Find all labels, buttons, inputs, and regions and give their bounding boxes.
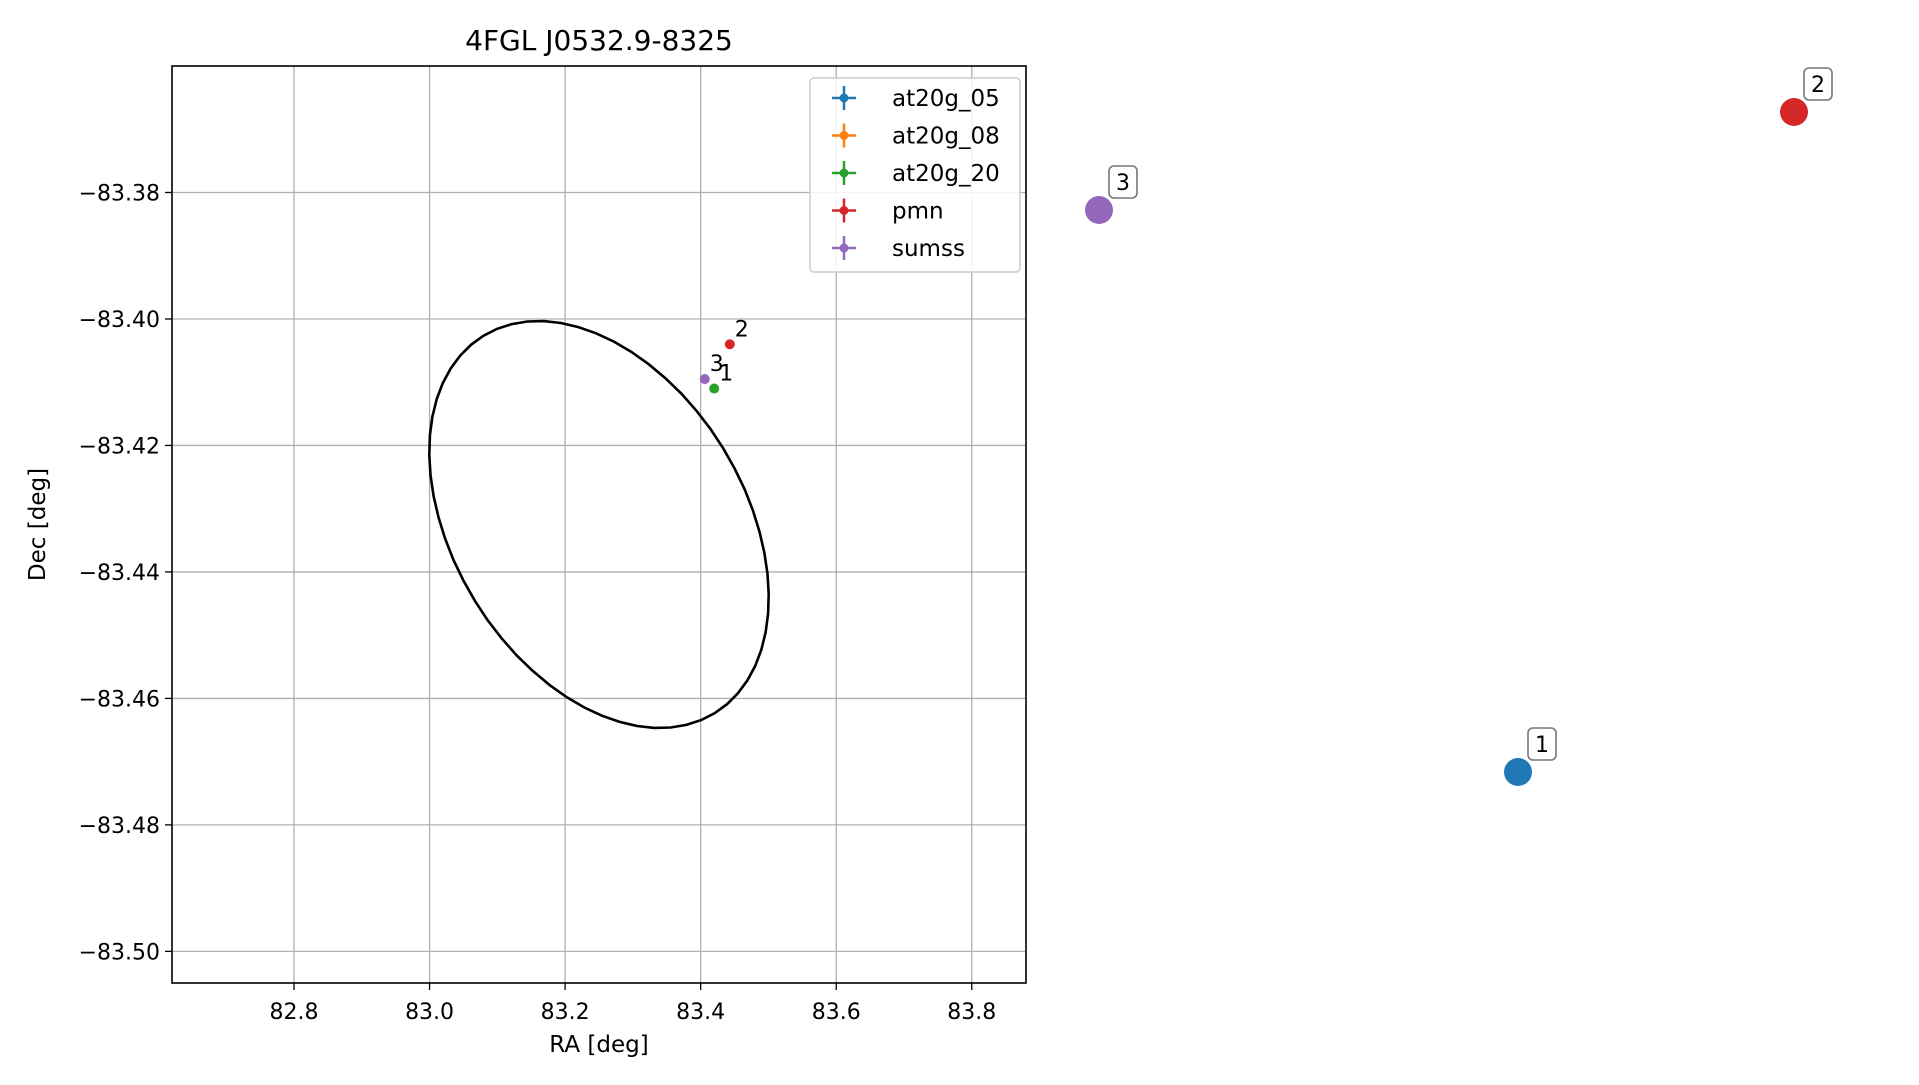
- plot-frame: [171, 65, 1027, 984]
- legend-box: [809, 77, 1021, 273]
- data-point-sumss: [699, 374, 710, 385]
- legend-label: pmn: [892, 199, 944, 225]
- legend-entry: pmn: [832, 198, 944, 225]
- x-tick-label: 83.6: [812, 1000, 861, 1025]
- x-tick-label: 83.0: [405, 1000, 454, 1025]
- side-marker-dot: [1085, 196, 1113, 224]
- y-tick-label: −83.42: [79, 434, 160, 459]
- x-tick-label: 82.8: [270, 1000, 319, 1025]
- side-marker-badge: [1108, 165, 1138, 199]
- point-label: 3: [710, 352, 724, 377]
- legend-entry: sumss: [832, 236, 965, 262]
- x-axis-label: RA [deg]: [549, 1032, 648, 1058]
- data-point-at20g_20: [709, 383, 720, 394]
- side-marker-label: 3: [1116, 171, 1130, 196]
- legend-label: at20g_05: [892, 86, 1000, 112]
- x-tick-label: 83.8: [947, 1000, 996, 1025]
- legend-marker-dot: [839, 168, 849, 178]
- y-axis-label: Dec [deg]: [25, 468, 51, 581]
- side-marker-dot: [1780, 98, 1808, 126]
- legend-marker-dot: [839, 206, 849, 215]
- data-point-pmn: [724, 339, 735, 350]
- side-marker-3: 3: [1085, 165, 1138, 224]
- point-label: 2: [735, 317, 749, 342]
- side-marker-badge: [1803, 67, 1833, 101]
- legend-label: at20g_08: [892, 124, 1000, 150]
- y-tick-label: −83.48: [79, 814, 160, 839]
- legend-marker-dot: [839, 243, 849, 253]
- side-marker-dot: [1504, 758, 1532, 786]
- legend-entry: at20g_20: [832, 161, 1000, 187]
- side-marker-label: 2: [1811, 73, 1825, 98]
- y-tick-label: −83.40: [79, 308, 160, 333]
- error-ellipse-layer: [427, 319, 771, 730]
- legend-label: at20g_20: [892, 161, 1000, 187]
- side-markers: 1 2 3: [1085, 67, 1833, 786]
- points-layer: 123: [699, 317, 749, 394]
- y-tick-label: −83.50: [79, 940, 160, 965]
- error-ellipse: [427, 319, 771, 730]
- y-tick-label: −83.46: [79, 687, 160, 712]
- x-tick-label: 83.2: [541, 1000, 590, 1025]
- legend-label: sumss: [892, 236, 965, 262]
- chart-title: 4FGL J0532.9-8325: [465, 24, 733, 57]
- legend-marker-dot: [839, 93, 849, 103]
- x-tick-label: 83.4: [676, 1000, 725, 1025]
- side-marker-1: 1: [1504, 727, 1557, 786]
- side-marker-label: 1: [1535, 733, 1549, 758]
- side-marker-2: 2: [1780, 67, 1833, 126]
- side-marker-badge: [1527, 727, 1557, 761]
- y-tick-label: −83.38: [79, 181, 160, 206]
- legend-entry: at20g_05: [832, 86, 1000, 112]
- legend-marker-dot: [839, 131, 849, 140]
- point-label: 1: [719, 362, 733, 387]
- y-tick-label: −83.44: [79, 561, 160, 586]
- ticks: 82.8 83.0 83.2 83.4 83.6 83.8 −83.38 −83.40 −83.…: [79, 181, 997, 1025]
- legend-entry: at20g_08: [832, 123, 1000, 150]
